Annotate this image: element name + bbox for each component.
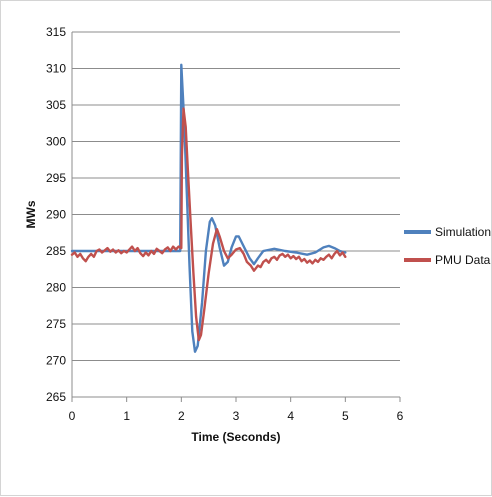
- y-tick-label: 280: [46, 281, 66, 295]
- y-tick-label: 285: [46, 244, 66, 258]
- x-tick-label: 6: [397, 409, 404, 423]
- y-tick-label: 265: [46, 390, 66, 404]
- x-tick-label: 0: [69, 409, 76, 423]
- y-tick-label: 290: [46, 208, 66, 222]
- y-tick-label: 300: [46, 135, 66, 149]
- axes: [71, 32, 401, 402]
- x-tick-label: 2: [178, 409, 185, 423]
- gridlines: [72, 31, 400, 398]
- y-tick-label: 310: [46, 62, 66, 76]
- y-axis-title: MWs: [24, 200, 38, 228]
- series-line-0: [70, 63, 347, 353]
- x-tick-label: 3: [233, 409, 240, 423]
- legend-label-0: Simulation: [435, 225, 491, 239]
- y-tick-labels: 265 270 275 280 285 290 295 300 305 310 315: [46, 25, 66, 404]
- y-tick-label: 270: [46, 354, 66, 368]
- y-tick-label: 305: [46, 98, 66, 112]
- series-line-1: [70, 107, 347, 342]
- legend: Simulation PMU Data: [404, 225, 491, 267]
- series-layer: [70, 63, 347, 353]
- y-tick-label: 275: [46, 317, 66, 331]
- x-axis-title: Time (Seconds): [191, 430, 280, 444]
- x-tick-label: 4: [287, 409, 294, 423]
- legend-label-1: PMU Data: [435, 253, 491, 267]
- x-tick-label: 1: [123, 409, 130, 423]
- y-tick-label: 295: [46, 171, 66, 185]
- x-tick-labels: 0 1 2 3 4 5 6: [69, 409, 404, 423]
- y-tick-label: 315: [46, 25, 66, 39]
- x-tick-label: 5: [342, 409, 349, 423]
